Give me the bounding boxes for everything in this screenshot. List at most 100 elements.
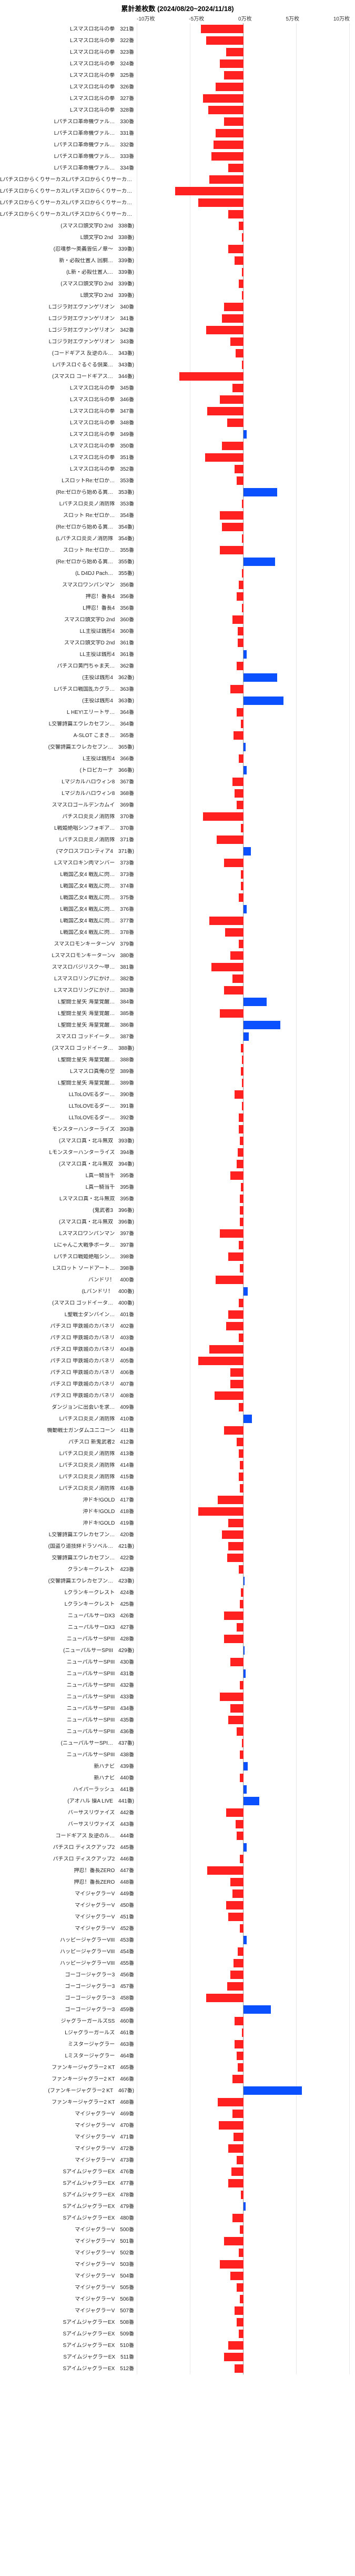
row-label: Lマジカルハロウィン8 368番 (0, 791, 134, 797)
row-label: ニューパルサーSPIII 438番 (0, 1752, 134, 1758)
bar (226, 48, 243, 56)
row-label: Lスマスロリングにかけ… 382番 (0, 976, 134, 982)
bar-row: マイジャグラーV 471番 (137, 2131, 350, 2143)
row-label: パチスロ 甲鉄城のカバネリ 404番 (0, 1347, 134, 1352)
bar (232, 1889, 243, 1898)
bar (239, 1299, 243, 1307)
bar-row: パチスロ 甲鉄城のカバネリ 407番 (137, 1378, 350, 1390)
row-label: マイジャグラーV 472番 (0, 2146, 134, 2152)
bar-row: Lパチスロ戦国乱カグラ… 363番 (137, 683, 350, 695)
bar (224, 117, 243, 126)
row-label: パチスロ ディスクアップ2 446番 (0, 1856, 134, 1862)
row-label: ゴーゴージャグラー3 458番 (0, 1995, 134, 2001)
row-label: マイジャグラーV 503番 (0, 2262, 134, 2267)
bar (236, 1820, 243, 1828)
bar (220, 2260, 244, 2269)
bar (235, 465, 243, 473)
bar-row: SアイムジャグラーEX 508番 (137, 2316, 350, 2328)
bar-row: スマスロ ゴッドイータ… 387番 (137, 1031, 350, 1042)
bar-row: 沖ドキ!GOLD 419番 (137, 1517, 350, 1529)
bar-row: L交響詩篇エウレカセブン… 420番 (137, 1529, 350, 1540)
row-label: L戦国乙女4 戦乱に閃… 375番 (0, 895, 134, 901)
row-label: (ファンキージャグラー2 KT 467番) (0, 2088, 134, 2094)
bar-row: スマスロワンパンマン 356番 (137, 579, 350, 591)
bar-row: Lパチスロ炎炎ノ消防隊 353番 (137, 498, 350, 510)
bar (244, 1577, 245, 1585)
bar-row: Lパチスロ革命機ヴァル… 330番 (137, 116, 350, 127)
row-label: Lパチスロ炎炎ノ消防隊 371番 (0, 837, 134, 843)
bar-row: (スマスロ真・北斗無双 396番) (137, 1216, 350, 1228)
row-label: Lゴジラ対エヴァンゲリオン 341番 (0, 316, 134, 322)
row-label: マイジャグラーV 500番 (0, 2227, 134, 2233)
bar-row: Lスマスロ北斗の拳 346番 (137, 394, 350, 405)
bar-row: L戦国乙女4 戦乱に閃… 374番 (137, 880, 350, 892)
bar (244, 1021, 281, 1029)
bar-row: ハッピージャグラーVIII 455番 (137, 1957, 350, 1969)
bar (235, 789, 243, 798)
bar (198, 1357, 243, 1365)
row-label: マイジャグラーV 506番 (0, 2296, 134, 2302)
row-label: ニューパルサーSPIII 428番 (0, 1636, 134, 1642)
row-label: Lパチスロ炎炎ノ消防隊 414番 (0, 1463, 134, 1468)
bar-row: Lパチスロ炎炎ノ消防隊 371番 (137, 834, 350, 846)
bar-row: パチスロ 甲鉄城のカバネリ 406番 (137, 1367, 350, 1378)
bar (244, 1646, 245, 1655)
bar (224, 986, 243, 994)
bar-row: マイジャグラーV 449番 (137, 1888, 350, 1899)
row-label: Lモンスターハンターライズ 394番 (0, 1150, 134, 1156)
bar (244, 697, 284, 705)
bar-row: (トロピカーナ 366番) (137, 764, 350, 776)
row-label: L聖闘士星矢 海皇覚醒… 386番 (0, 1022, 134, 1028)
row-label: (スマスロ ゴッドイータ… 400番) (0, 1300, 134, 1306)
bar-row: L聖闘士星矢 海皇覚醒… 386番 (137, 1019, 350, 1031)
bar-row: マイジャグラーV 506番 (137, 2293, 350, 2305)
bar-row: パチスロ 新鬼武者2 412番 (137, 1436, 350, 1448)
bar-row: (交響詩篇エウレカセブン… 365番) (137, 741, 350, 753)
row-label: パチスロ ディスクアップ2 445番 (0, 1845, 134, 1851)
bar-row: Lスマスロ真・北斗無双 395番 (137, 1193, 350, 1205)
bar (228, 1519, 243, 1527)
row-label: (Lパチスロ炎炎ノ消防隊 354番) (0, 536, 134, 542)
bar-row: Lスマスロ北斗の拳 345番 (137, 382, 350, 394)
bar-row: (スマスロ真・北斗無双 393番) (137, 1135, 350, 1147)
bar (234, 731, 243, 740)
bar-row: L真一騎当千 395番 (137, 1181, 350, 1193)
bar (227, 419, 243, 427)
bar (244, 1936, 247, 1944)
bar (216, 129, 244, 137)
bar-row: Lミスタージャグラー 464番 (137, 2050, 350, 2062)
row-label: (忍魂参〜奥義皆伝ノ章〜 339番) (0, 246, 134, 252)
bar-row: (交響詩篇エウレカセブン… 423番) (137, 1575, 350, 1587)
bar-row: L戦国乙女4 戦乱に閃… 376番 (137, 903, 350, 915)
row-label: ファンキージャグラー2 KT 466番 (0, 2076, 134, 2082)
bar-row: パチスロ 甲鉄城のカバネリ 408番 (137, 1390, 350, 1401)
bar-row: マイジャグラーV 472番 (137, 2143, 350, 2154)
bar-row: マイジャグラーV 507番 (137, 2305, 350, 2316)
bar (235, 2364, 243, 2373)
bar (232, 2110, 243, 2118)
bar-row: スマスロゴールデンカムイ 369番 (137, 799, 350, 811)
bar-row: 押忍！番長4 356番 (137, 591, 350, 602)
bar (236, 349, 243, 357)
bar (230, 2272, 243, 2280)
bar-row: Lパチスロ革命機ヴァル… 331番 (137, 127, 350, 139)
bar (244, 1032, 249, 1041)
row-label: LLToLOVEるダー… 391番 (0, 1103, 134, 1109)
bar (240, 1484, 243, 1493)
axis-tick-label: 0万枚 (238, 14, 252, 22)
bar (219, 2121, 244, 2130)
row-label: ファンキージャグラー2 KT 468番 (0, 2100, 134, 2105)
row-label: Lパチスロ革命機ヴァル… 330番 (0, 119, 134, 125)
bar-row: L頭文字D 2nd 339番) (137, 290, 350, 301)
bar (207, 1866, 244, 1875)
bar-row: パチスロ炎炎ノ消防隊 370番 (137, 811, 350, 822)
bar-row: ミスタージャグラー 463番 (137, 2038, 350, 2050)
bar (224, 2353, 243, 2361)
row-label: ハイパーラッシュ 441番 (0, 1787, 134, 1793)
bar (230, 685, 243, 693)
bar (239, 581, 243, 589)
bar (228, 1252, 243, 1261)
bar (211, 152, 244, 161)
bar (228, 1716, 243, 1724)
bar (218, 1496, 244, 1504)
